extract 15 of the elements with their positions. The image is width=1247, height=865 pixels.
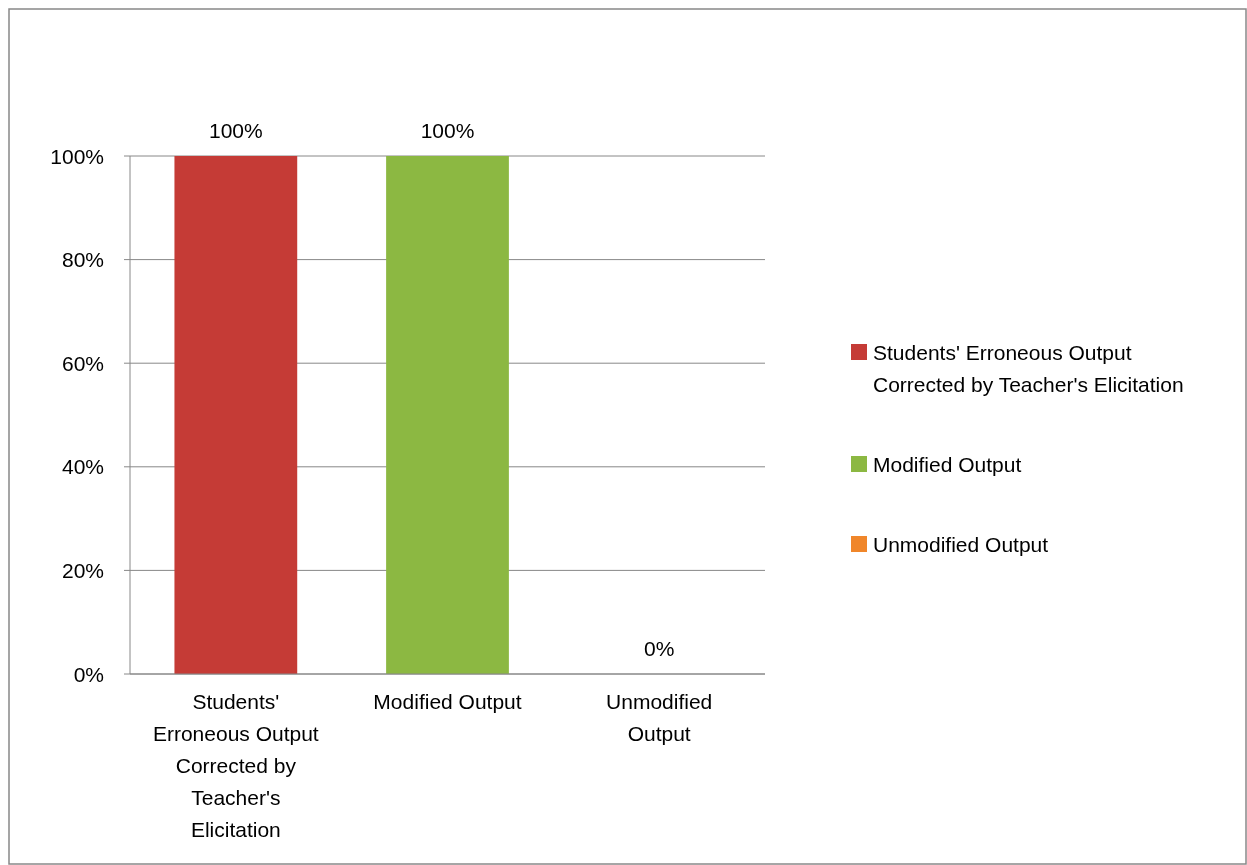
data-label: 0% (643, 637, 675, 660)
y-tick-label: 0% (73, 662, 104, 686)
data-label: 100% (420, 119, 475, 142)
y-tick-label: 40% (61, 455, 104, 479)
y-tick-label: 80% (61, 248, 104, 272)
legend-label: Students' Erroneous Output Corrected by Teacher's Elicitation (873, 340, 1184, 396)
y-tick-label: 20% (61, 558, 104, 582)
x-tick-label: Modified Output (373, 690, 522, 713)
y-tick-label: 60% (61, 351, 104, 375)
x-tick-label: Students' Erroneous Output Corrected by Teacher's Elicitation (152, 690, 319, 841)
legend-label: Unmodified Output (873, 532, 1049, 556)
x-tick-label: Unmodified Output (606, 690, 713, 745)
y-tick-label: 100% (50, 144, 104, 168)
data-label: 100% (208, 119, 263, 142)
legend-label: Modified Output (873, 452, 1022, 476)
